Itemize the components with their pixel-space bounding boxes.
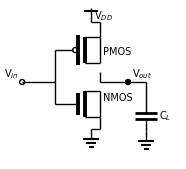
Text: PMOS: PMOS <box>103 47 131 57</box>
Text: V$_{DD}$: V$_{DD}$ <box>94 9 113 23</box>
Circle shape <box>126 79 131 84</box>
Text: V$_{out}$: V$_{out}$ <box>132 67 152 81</box>
Text: C$_{L}$: C$_{L}$ <box>159 109 171 123</box>
Text: V$_{in}$: V$_{in}$ <box>4 67 18 81</box>
Text: NMOS: NMOS <box>103 93 133 103</box>
